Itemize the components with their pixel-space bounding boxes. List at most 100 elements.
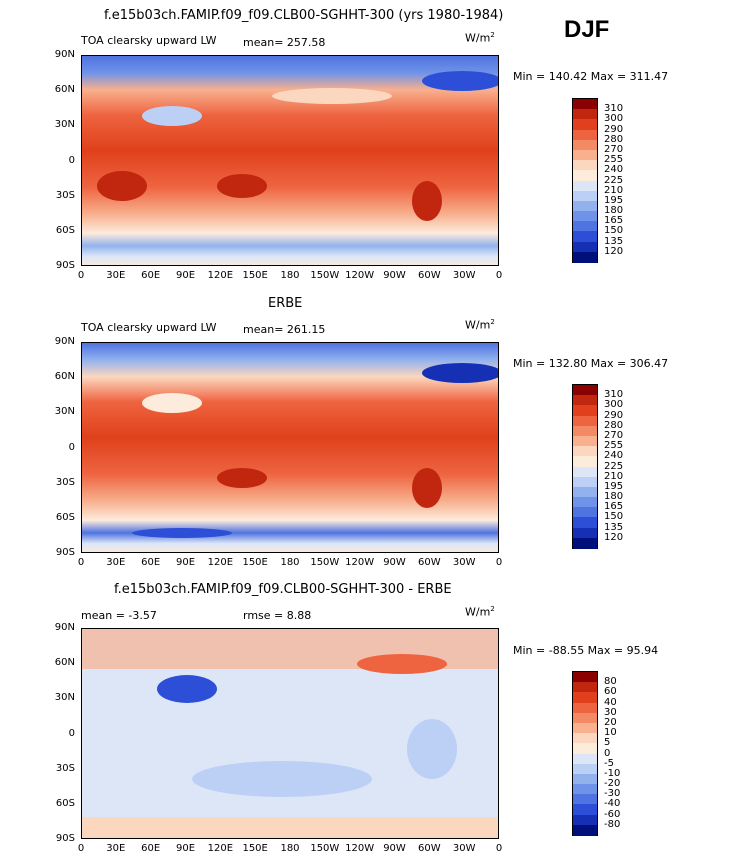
colorbar-swatch — [573, 527, 597, 539]
panel1-minmax: Min = 140.42 Max = 311.47 — [513, 70, 669, 83]
panel3-lat-tick: 30S — [55, 762, 75, 774]
panel3-map — [81, 628, 499, 839]
panel1-mean: mean= 257.58 — [243, 36, 326, 49]
panel1-lon-tick: 90E — [175, 270, 196, 281]
panel1-lat-tick: 60S — [55, 224, 75, 236]
colorbar-label: 150 — [604, 511, 624, 523]
colorbar-swatch — [573, 99, 597, 110]
colorbar-swatch — [573, 692, 597, 704]
colorbar-swatch — [573, 119, 597, 131]
panel3-lat-tick: 90S — [55, 833, 75, 844]
colorbar-swatch — [573, 753, 597, 765]
colorbar-swatch — [573, 814, 597, 826]
panel3-lon-tick: 0 — [495, 843, 503, 854]
panel2-lon-tick: 180 — [280, 557, 300, 568]
panel2-lon-tick: 120W — [345, 557, 375, 568]
panel3-lon-tick: 150E — [242, 843, 268, 854]
colorbar-label: 290 — [604, 409, 624, 421]
season-label: DJF — [564, 16, 610, 43]
colorbar-label: 195 — [604, 194, 624, 206]
colorbar-swatch — [573, 129, 597, 141]
panel3-lon-tick: 30E — [106, 843, 126, 854]
panel3-lon-tick: 150W — [310, 843, 340, 854]
colorbar-label: 290 — [604, 123, 624, 135]
colorbar-swatch — [573, 211, 597, 222]
panel3-lon-tick: 60W — [418, 843, 441, 854]
colorbar-label: -30 — [604, 788, 621, 800]
panel2-lat-tick: 60N — [54, 371, 75, 383]
colorbar-label: -5 — [604, 757, 614, 769]
panel2-lat-tick: 60S — [55, 511, 75, 523]
colorbar-swatch — [573, 456, 597, 467]
colorbar-label: 120 — [604, 531, 624, 543]
panel1-lon-tick: 120W — [345, 270, 375, 281]
panel3-mean: mean = -3.57 — [81, 609, 157, 622]
panel2-title: ERBE — [268, 296, 303, 311]
panel2-lon-tick: 90W — [383, 557, 406, 568]
panel2-minmax: Min = 132.80 Max = 306.47 — [513, 357, 669, 370]
colorbar-swatch — [573, 497, 597, 508]
colorbar-label: 310 — [604, 389, 624, 401]
colorbar-swatch — [573, 251, 597, 263]
colorbar-swatch — [573, 139, 597, 151]
colorbar-swatch — [573, 385, 597, 396]
panel1-lat-tick: 90N — [54, 49, 75, 60]
colorbar-label: 120 — [604, 245, 624, 257]
panel2-lon-tick: 60E — [141, 557, 161, 568]
colorbar-swatch — [573, 170, 597, 181]
colorbar-swatch — [573, 149, 597, 161]
colorbar-swatch — [573, 537, 597, 549]
colorbar-label: 165 — [604, 215, 624, 227]
panel3-units: W/m2 — [465, 605, 495, 619]
panel1-lon-tick: 30W — [452, 270, 476, 281]
panel3-lat-tick: 0 — [68, 727, 75, 739]
colorbar-swatch — [573, 804, 597, 816]
panel2-map — [81, 342, 499, 553]
colorbar-swatch — [573, 824, 597, 836]
panel2-units: W/m2 — [465, 318, 495, 332]
panel2-lon-tick: 90E — [175, 557, 196, 568]
colorbar-swatch — [573, 415, 597, 427]
panel1-map-svg — [82, 56, 498, 265]
colorbar-swatch — [573, 486, 597, 498]
colorbar-swatch — [573, 702, 597, 714]
colorbar-swatch — [573, 672, 597, 683]
colorbar-swatch — [573, 446, 597, 457]
panel2-lon-tick: 0 — [77, 557, 85, 568]
colorbar-swatch — [573, 507, 597, 518]
panel1-units: W/m2 — [465, 31, 495, 45]
colorbar-swatch — [573, 180, 597, 192]
colorbar-label: 20 — [604, 716, 617, 728]
colorbar-swatch — [573, 733, 597, 744]
colorbar-swatch — [573, 395, 597, 406]
panel2-lon-tick: 60W — [418, 557, 441, 568]
colorbar-swatch — [573, 773, 597, 785]
panel1-variable: TOA clearsky upward LW — [81, 34, 217, 47]
panel2-lon-tick: 30E — [106, 557, 126, 568]
colorbar-label: 60 — [604, 686, 617, 698]
colorbar-swatch — [573, 466, 597, 478]
colorbar-label: 270 — [604, 143, 624, 155]
panel2-lat-tick: 30S — [55, 476, 75, 488]
colorbar-label: 280 — [604, 419, 624, 431]
panel3-title: f.e15b03ch.FAMIP.f09_f09.CLB00-SGHHT-300… — [114, 582, 452, 597]
colorbar-swatch — [573, 200, 597, 212]
colorbar-label: 210 — [604, 184, 624, 196]
panel3-lon-tick: 60E — [141, 843, 161, 854]
colorbar-swatch — [573, 221, 597, 232]
colorbar-swatch — [573, 682, 597, 693]
panel2-lat-tick: 30N — [54, 406, 75, 418]
panel3-lat-tick: 60S — [55, 797, 75, 809]
colorbar-swatch — [573, 763, 597, 775]
panel1-lat-tick: 60N — [54, 84, 75, 96]
panel2-lat-tick: 90N — [54, 336, 75, 347]
panel2-lat-tick: 0 — [68, 441, 75, 453]
panel3-lat-tick: 90N — [54, 622, 75, 633]
colorbar-label: 0 — [604, 747, 611, 759]
colorbar-swatch — [573, 784, 597, 795]
panel1-lon-tick: 90W — [383, 270, 406, 281]
colorbar-label: 195 — [604, 480, 624, 492]
colorbar-label: 225 — [604, 460, 624, 472]
colorbar-swatch — [573, 425, 597, 437]
colorbar-swatch — [573, 743, 597, 754]
